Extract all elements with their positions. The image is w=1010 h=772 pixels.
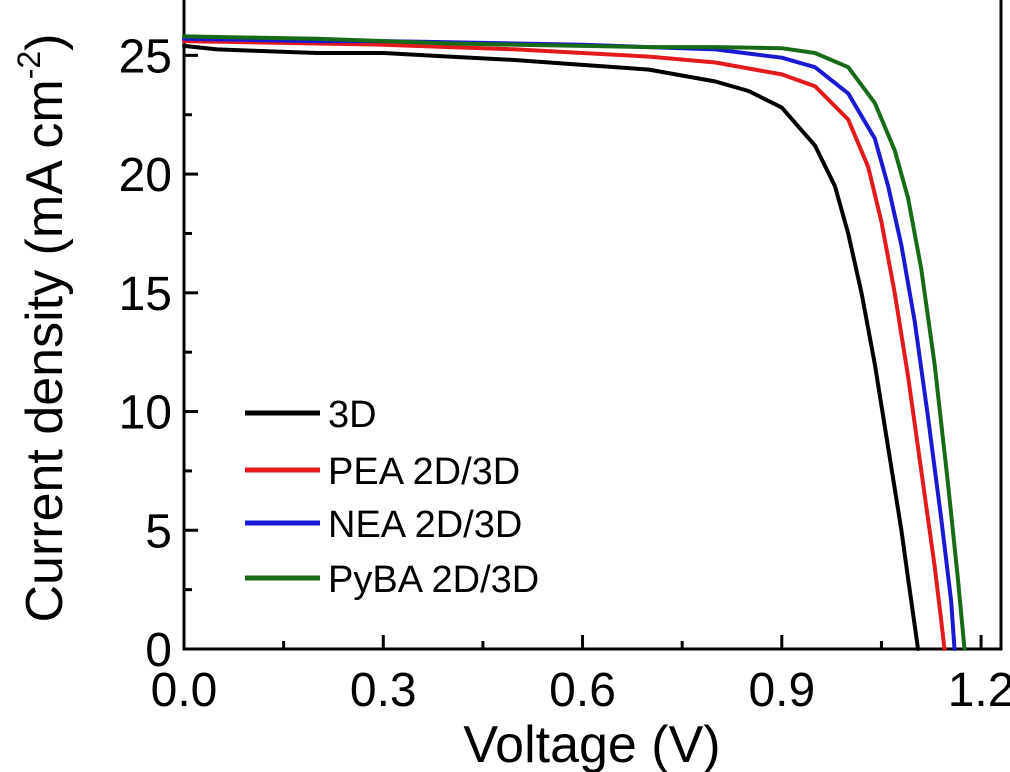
y-axis-label-superscript: -2 [11,51,47,79]
legend-label-pyba-2d-3d: PyBA 2D/3D [328,559,539,601]
x-axis-ticks: 0.0 0.3 0.6 0.9 1.2 [151,635,1010,717]
y-axis-label: Current density (mA cm-2) [11,33,74,622]
y-axis-ticks: 0 5 10 15 20 25 [119,30,198,677]
y-tick-label: 25 [119,30,172,83]
x-tick-label: 0.3 [350,664,417,717]
y-axis-label-main: Current density (mA cm [16,79,74,622]
legend-label-nea-2d-3d: NEA 2D/3D [328,504,522,546]
y-axis-label-close: ) [16,33,74,50]
y-tick-label: 15 [119,268,172,321]
legend-label-pea-2d-3d: PEA 2D/3D [328,451,520,493]
y-tick-label: 20 [119,149,172,202]
series-line-pyba-2d-3d [182,34,967,651]
legend-label-3d: 3D [328,394,377,436]
y-tick-label: 10 [119,387,172,440]
x-tick-label: 1.2 [948,664,1010,717]
series-line-nea-2d-3d [182,36,957,651]
x-tick-label: 0.0 [151,664,218,717]
plot-frame [182,0,1003,651]
legend: 3D PEA 2D/3D NEA 2D/3D PyBA 2D/3D [245,394,539,601]
series-lines [182,34,967,651]
series-line-3d [182,43,920,651]
x-tick-label: 0.9 [748,664,815,717]
series-line-pea-2d-3d [182,39,947,651]
y-tick-label: 0 [145,624,172,677]
y-tick-label: 5 [145,505,172,558]
x-axis-label: Voltage (V) [463,716,720,772]
x-tick-label: 0.6 [549,664,616,717]
